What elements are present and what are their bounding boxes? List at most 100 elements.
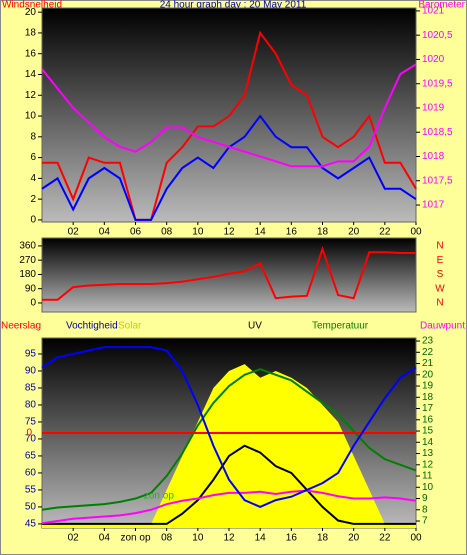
y-tick-label: 360 (19, 241, 36, 252)
series-line (41, 63, 417, 168)
y-tick-label: 60 (25, 468, 37, 479)
y2-tick-label: 13 (422, 448, 434, 459)
series-line (41, 346, 417, 509)
y3-tick-label: 0 (26, 428, 32, 439)
y2-tick-label: 1018 (422, 151, 445, 162)
y-tick-label: 4 (30, 173, 36, 184)
x-tick-label: 16 (286, 227, 298, 238)
x-tick-label: 14 (255, 533, 267, 544)
y2-tick-label: 23 (422, 336, 434, 347)
x-tick-label: 20 (348, 533, 360, 544)
y-tick-label: 80 (25, 400, 37, 411)
wind-label: Windsnelheid (2, 0, 62, 11)
dew-label: Dauwpunt (420, 321, 465, 332)
uv-area (42, 364, 416, 528)
y-tick-label: 70 (25, 434, 37, 445)
annotation: zon op (144, 491, 174, 502)
y-tick-label: 45 (25, 519, 37, 530)
series-line (42, 245, 416, 301)
x-tick-label: 02 (68, 227, 80, 238)
x-tick-label: 10 (192, 533, 204, 544)
y-tick-label: 16 (25, 48, 37, 59)
y2-tick-label: 20 (422, 369, 434, 380)
y-tick-label: 95 (25, 349, 37, 360)
y-tick-label: 55 (25, 485, 37, 496)
y2-tick-label: 12 (422, 459, 434, 470)
y2-tick-label: 1019 (422, 103, 445, 114)
hum-label: Vochtigheid (66, 321, 118, 332)
x-tick-label: 02 (68, 533, 80, 544)
x-tick-label: 08 (161, 227, 173, 238)
y-tick-label: 0 (30, 298, 36, 309)
y-tick-label: 2 (30, 194, 36, 205)
direction-label: W (435, 283, 445, 294)
y2-tick-label: 8 (422, 504, 428, 515)
y-tick-label: 90 (25, 283, 37, 294)
y-tick-label: 270 (19, 255, 36, 266)
solar-label: Solar (118, 321, 142, 332)
direction-label: E (437, 255, 444, 266)
y2-tick-label: 1017 (422, 200, 445, 211)
x-tick-label: 18 (317, 227, 329, 238)
y2-tick-label: 1019,5 (422, 78, 453, 89)
y2-tick-label: 10 (422, 482, 434, 493)
y-tick-label: 75 (25, 417, 37, 428)
y2-tick-label: 11 (422, 471, 433, 482)
x-tick-label: 10 (192, 227, 204, 238)
uv-label: UV (248, 321, 262, 332)
y2-tick-label: 1021 (422, 6, 445, 17)
series-line (41, 489, 417, 525)
x-tick-label: 04 (99, 533, 111, 544)
series-line (41, 368, 417, 511)
direction-label: S (437, 269, 444, 280)
series-line (42, 444, 416, 525)
y2-tick-label: 19 (422, 381, 434, 392)
y-tick-label: 18 (25, 28, 37, 39)
y-tick-label: 14 (25, 69, 37, 80)
y-tick-label: 180 (19, 269, 36, 280)
y2-tick-label: 7 (422, 516, 428, 527)
y-tick-label: 50 (25, 502, 37, 513)
rain-label: Neerslag (1, 321, 41, 332)
x-tick-label: 08 (161, 533, 173, 544)
chart-title: 24 hour graph day : 20 May 2011 (160, 0, 307, 11)
y2-tick-label: 1020,5 (422, 30, 453, 41)
y2-tick-label: 16 (422, 414, 434, 425)
y-tick-label: 12 (25, 90, 37, 101)
x-tick-label: 00 (410, 227, 422, 238)
y-tick-label: 65 (25, 451, 37, 462)
y-tick-label: 6 (30, 152, 36, 163)
y-tick-label: 10 (25, 111, 37, 122)
y2-tick-label: 9 (422, 493, 428, 504)
x-tick-label: 04 (99, 227, 111, 238)
baro-label: Barometer (418, 0, 465, 11)
temp-label: Temperatuur (312, 321, 369, 332)
y2-tick-label: 21 (422, 358, 434, 369)
direction-label: N (436, 298, 443, 309)
x-tick-label: 16 (286, 533, 298, 544)
x-tick-label: 00 (410, 533, 422, 544)
x-tick-label: 14 (255, 227, 267, 238)
y-tick-label: 85 (25, 383, 37, 394)
y-tick-label: 0 (30, 215, 36, 226)
y2-tick-label: 22 (422, 347, 434, 358)
x-tick-label: 12 (223, 533, 235, 544)
y-tick-label: 8 (30, 131, 36, 142)
y2-tick-label: 14 (422, 437, 434, 448)
x-tick-label: 22 (379, 227, 391, 238)
x-tick-label: 22 (379, 533, 391, 544)
y2-tick-label: 1017,5 (422, 175, 453, 186)
x-tick-label: 18 (317, 533, 329, 544)
y2-tick-label: 1020 (422, 54, 445, 65)
x-tick-label: zon op (120, 533, 150, 544)
y-tick-label: 90 (25, 366, 37, 377)
direction-label: N (436, 241, 443, 252)
x-tick-label: 20 (348, 227, 360, 238)
y2-tick-label: 15 (422, 426, 434, 437)
x-tick-label: 12 (223, 227, 235, 238)
x-tick-label: 06 (130, 227, 142, 238)
y2-tick-label: 1018,5 (422, 127, 453, 138)
series-line (42, 30, 417, 221)
y2-tick-label: 18 (422, 392, 434, 403)
